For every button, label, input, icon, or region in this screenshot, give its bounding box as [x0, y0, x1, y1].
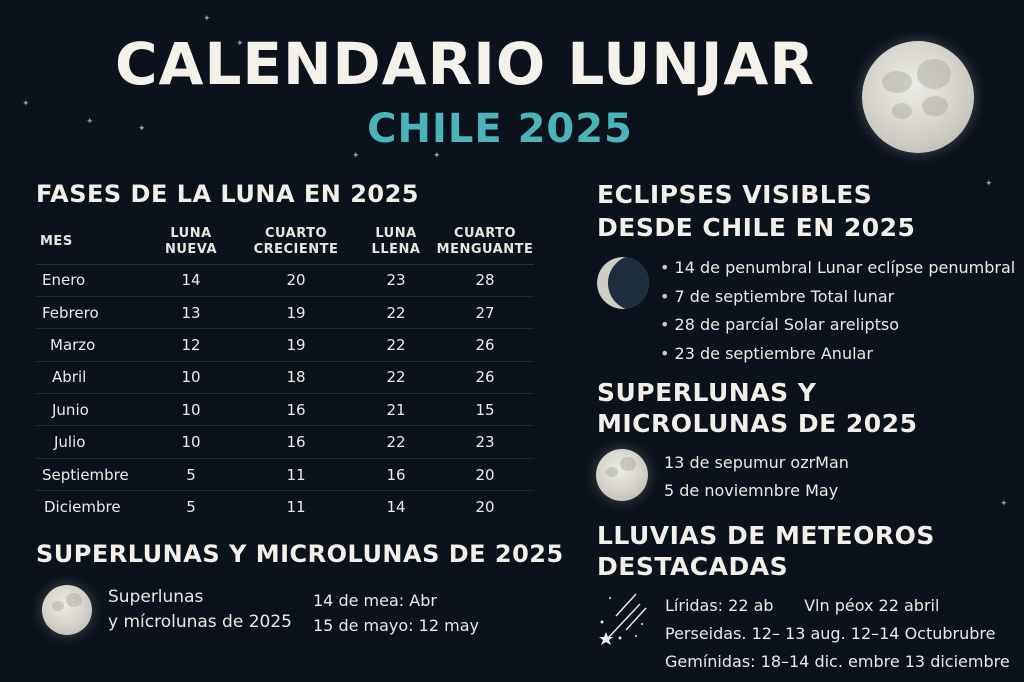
- star-decoration: ✦: [433, 151, 441, 161]
- month-cell: Marzo: [36, 328, 146, 362]
- luna-llena-cell: 22: [356, 296, 436, 330]
- table-row: Diciembre 5 11 14 20: [36, 491, 534, 523]
- table-header-row: MES LUNA NUEVA CUARTO CRECIENTE LUNA LLENA …: [36, 220, 534, 265]
- star-decoration: ✦: [1000, 499, 1008, 509]
- table-row: Marzo 12 19 22 26: [36, 328, 534, 362]
- list-item: Perseidas. 12– 13 aug. 12–14 Octubrubre: [665, 624, 996, 643]
- table-row: Febrero 13 19 22 27: [36, 296, 534, 330]
- list-item: 14 de penumbral Lunar eclípse penumbral: [660, 254, 1016, 283]
- superlunas-right-list: 13 de sepumur ozrMan 5 de noviemnbre May: [664, 449, 849, 505]
- cuarto-creciente-cell: 19: [236, 328, 356, 362]
- luna-llena-cell: 14: [386, 498, 406, 517]
- luna-llena-cell: 22: [356, 361, 436, 395]
- luna-nueva-cell: 10: [146, 361, 236, 395]
- luna-llena-cell: 21: [356, 393, 436, 427]
- star-decoration: ✦: [236, 39, 244, 49]
- cuarto-menguante-cell: 20: [436, 458, 534, 492]
- star-decoration: ✦: [138, 124, 146, 134]
- full-moon-icon: [42, 585, 92, 635]
- star-decoration: ✦: [203, 14, 211, 24]
- moon-phases-table: MES LUNA NUEVA CUARTO CRECIENTE LUNA LLENA …: [36, 220, 534, 523]
- list-item: 7 de septiembre Total lunar: [660, 283, 1015, 312]
- cuarto-creciente-cell: 11: [236, 458, 356, 492]
- cuarto-menguante-cell: 28: [436, 264, 534, 297]
- month-cell: Abril: [36, 361, 146, 395]
- list-item: Líridas: 22 ab Vln péox 22 abril: [665, 596, 940, 615]
- date-item: 14 de mea: Abr: [313, 591, 437, 610]
- eclipses-list: 14 de penumbral Lunar eclípse penumbral …: [660, 254, 1016, 369]
- luna-nueva-cell: 12: [146, 328, 236, 362]
- column-header-cuarto-creciente: CUARTO CRECIENTE: [236, 220, 356, 265]
- cuarto-menguante-cell: 20: [475, 498, 495, 517]
- month-cell: Julio: [36, 425, 146, 459]
- month-cell: Septiembre: [36, 458, 146, 492]
- cuarto-creciente-cell: 18: [236, 361, 356, 395]
- full-moon-icon: [596, 449, 648, 501]
- star-decoration: ✦: [22, 99, 30, 109]
- luna-llena-cell: 16: [356, 458, 436, 492]
- luna-nueva-cell: 14: [146, 264, 236, 297]
- cuarto-menguante-cell: 26: [436, 328, 534, 362]
- superlunas-left-title: SUPERLUNAS Y MICROLUNAS DE 2025: [36, 540, 564, 568]
- superlunas-left-dates: 14 de mea: Abr 15 de mayo: 12 may: [313, 588, 479, 638]
- star-decoration: ✦: [86, 117, 94, 127]
- cuarto-creciente-cell: 11: [286, 498, 306, 517]
- star-decoration: ✦: [985, 179, 993, 189]
- shooting-star-icon: [599, 593, 647, 645]
- page-subtitle: CHILE 2025: [367, 106, 633, 152]
- table-row: Septiembre 5 11 16 20: [36, 458, 534, 492]
- table-row: Julio 10 16 22 23: [36, 425, 534, 459]
- column-header-mes: MES: [36, 220, 146, 265]
- luna-llena-cell: 23: [356, 264, 436, 297]
- star-decoration: ✦: [352, 151, 360, 161]
- month-cell: Junio: [36, 393, 146, 427]
- column-header-luna-nueva: LUNA NUEVA: [146, 220, 236, 265]
- list-item: 13 de sepumur ozrMan: [664, 453, 849, 472]
- luna-nueva-cell: 5: [146, 458, 236, 492]
- cuarto-creciente-cell: 19: [236, 296, 356, 330]
- phases-section-title: FASES DE LA LUNA EN 2025: [36, 180, 420, 208]
- table-row: Junio 10 16 21 15: [36, 393, 534, 427]
- month-cell: Enero: [36, 264, 146, 297]
- superlunas-right-title: SUPERLUNAS Y MICROLUNAS DE 2025: [597, 378, 918, 438]
- cuarto-menguante-cell: 26: [436, 361, 534, 395]
- luna-nueva-cell: 13: [146, 296, 236, 330]
- list-item: 5 de noviemnbre May: [664, 481, 839, 500]
- luna-nueva-cell: 10: [146, 425, 236, 459]
- table-row: Abril 10 18 22 26: [36, 361, 534, 395]
- crescent-moon-icon: [597, 257, 649, 309]
- eclipses-section-title: ECLIPSES VISIBLES DESDE CHILE EN 2025: [597, 180, 916, 242]
- column-header-luna-llena: LUNA LLENA: [356, 220, 436, 265]
- table-row: Enero 14 20 23 28: [36, 264, 534, 297]
- luna-llena-cell: 22: [356, 328, 436, 362]
- column-header-cuarto-menguante: CUARTO MENGUANTE: [436, 220, 534, 265]
- luna-nueva-cell: 5: [186, 498, 196, 517]
- list-item: Gemínidas: 18–14 dic. embre 13 diciembre: [665, 652, 1010, 671]
- cuarto-menguante-cell: 15: [436, 393, 534, 427]
- list-item: 28 de parcíal Solar areliptso: [660, 311, 1015, 340]
- cuarto-creciente-cell: 16: [236, 393, 356, 427]
- page-title: CALENDARIO LUNJAR: [114, 30, 815, 98]
- superlunas-left-label: Superlunas y mícrolunas de 2025: [108, 587, 292, 632]
- cuarto-menguante-cell: 23: [436, 425, 534, 459]
- month-cell: Diciembre: [44, 498, 121, 517]
- cuarto-creciente-cell: 16: [236, 425, 356, 459]
- meteor-showers-list: Líridas: 22 ab Vln péox 22 abril Perseid…: [665, 592, 1010, 676]
- meteor-section-title: LLUVIAS DE METEOROS DESTACADAS: [597, 521, 935, 581]
- full-moon-icon: [862, 41, 974, 153]
- cuarto-creciente-cell: 20: [236, 264, 356, 297]
- month-cell: Febrero: [36, 296, 146, 330]
- luna-nueva-cell: 10: [146, 393, 236, 427]
- list-item: 23 de septiembre Anular: [660, 340, 1015, 369]
- cuarto-menguante-cell: 27: [436, 296, 534, 330]
- luna-llena-cell: 22: [356, 425, 436, 459]
- date-item: 15 de mayo: 12 may: [313, 616, 479, 635]
